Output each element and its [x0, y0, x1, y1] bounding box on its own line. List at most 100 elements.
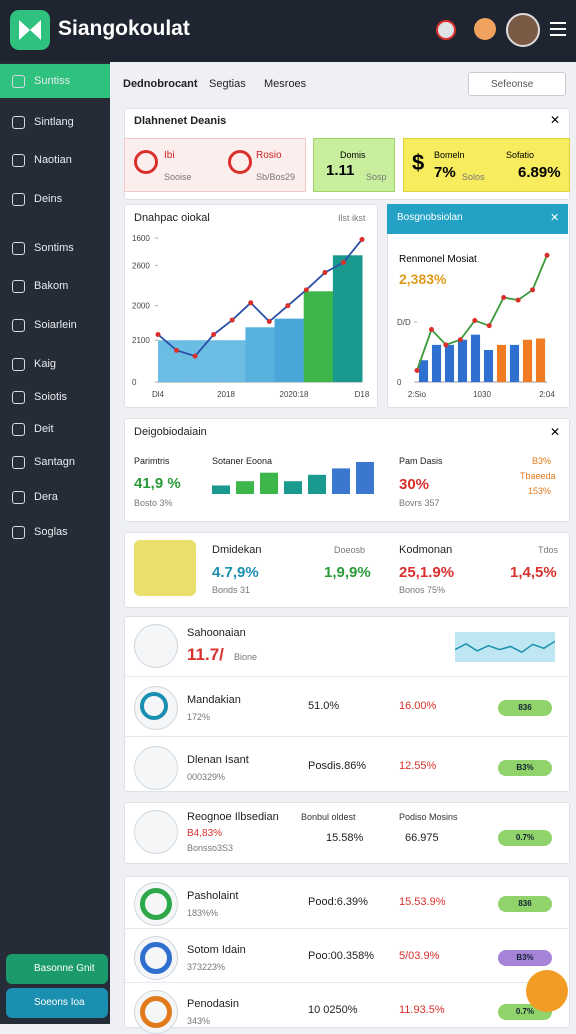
- panel-title: Deigobiodaiain: [134, 426, 207, 438]
- bar: [356, 462, 374, 494]
- sidebar-item[interactable]: Deit: [0, 412, 110, 446]
- sidebar-item[interactable]: Deins: [0, 182, 110, 216]
- y-tick-label: 0: [132, 378, 137, 387]
- x-tick-label: 2020:18: [280, 390, 309, 399]
- sidebar-item[interactable]: Soiarlein: [0, 308, 110, 342]
- sidebar-item[interactable]: Sontims: [0, 231, 110, 265]
- sidebar: [0, 62, 110, 1024]
- tab[interactable]: Segtias: [209, 78, 246, 90]
- user-icon[interactable]: [474, 18, 496, 40]
- tab[interactable]: Mesroes: [264, 78, 307, 90]
- point: [155, 331, 161, 337]
- row-label: Sotom Idain: [187, 944, 246, 956]
- notification-icon[interactable]: [436, 20, 456, 40]
- divider: [124, 736, 568, 737]
- x-tick-label: 2:04: [539, 390, 555, 399]
- point: [192, 353, 198, 359]
- sidebar-item[interactable]: Kaig: [0, 347, 110, 381]
- card-sub: Sosp: [366, 172, 387, 182]
- x-tick-label: D18: [355, 390, 370, 399]
- avatar[interactable]: [506, 13, 540, 47]
- badge[interactable]: 836: [498, 896, 552, 912]
- bar: [245, 327, 276, 382]
- row-sub: Bione: [234, 652, 258, 662]
- sidebar-item[interactable]: Santagn: [0, 445, 110, 479]
- icon-ring: [140, 692, 168, 720]
- card: [124, 138, 306, 192]
- row-b: 5/03.9%: [399, 950, 440, 962]
- row-icon: [134, 990, 178, 1034]
- sidebar-item[interactable]: Suntiss: [0, 64, 110, 98]
- row-b: 12.55%: [399, 760, 437, 772]
- sidebar-item[interactable]: Soiotis: [0, 380, 110, 414]
- fab[interactable]: [526, 970, 568, 1012]
- sidebar-item[interactable]: Bakom: [0, 269, 110, 303]
- list-panel: [124, 876, 570, 1028]
- point: [486, 323, 492, 329]
- bar: [260, 472, 278, 494]
- row-label: Sahoonaian: [187, 627, 246, 639]
- row-a: 15.58%: [326, 832, 364, 844]
- point: [303, 287, 309, 293]
- card-value: 6.89%: [518, 164, 561, 181]
- point: [501, 295, 507, 301]
- row-a: 10 0250%: [308, 1004, 358, 1016]
- bar: [457, 339, 468, 382]
- y-tick-label: 1600: [132, 234, 150, 243]
- bar: [187, 340, 217, 382]
- digest-sub: Bosto 3%: [134, 498, 173, 508]
- bar: [284, 481, 302, 494]
- sidebar-button[interactable]: Soeons Ioa: [6, 988, 108, 1018]
- card-icon: [228, 150, 252, 174]
- kpi-label: Dmidekan: [212, 544, 262, 556]
- bar: [522, 339, 533, 382]
- card-value: 1.11: [326, 162, 355, 179]
- bar: [236, 481, 254, 494]
- donut: [140, 942, 172, 974]
- kpi-value: 1,9,9%: [324, 564, 371, 581]
- row-icon: [134, 746, 178, 790]
- card-label: Bomeln: [434, 150, 465, 160]
- logo[interactable]: [10, 10, 50, 50]
- row-icon: [134, 936, 178, 980]
- badge[interactable]: B3%: [498, 760, 552, 776]
- sidebar-item[interactable]: Sintlang: [0, 105, 110, 139]
- y-tick-label: 2100: [132, 336, 150, 345]
- badge[interactable]: B3%: [498, 950, 552, 966]
- sidebar-item[interactable]: Naotian: [0, 143, 110, 177]
- row-sub: Bonsso3S3: [187, 843, 234, 853]
- digest-value: 41,9 %: [134, 475, 181, 492]
- point: [322, 270, 328, 276]
- close-button[interactable]: ✕: [550, 212, 560, 224]
- point: [457, 337, 463, 343]
- sidebar-button[interactable]: Basonne Gnit: [6, 954, 108, 984]
- row-b: 66.975: [405, 832, 439, 844]
- logo-icon: [19, 20, 41, 40]
- bar: [418, 360, 429, 382]
- tab[interactable]: Dednobrocant: [123, 78, 198, 90]
- card-icon: $: [412, 150, 425, 175]
- chart-title: Renmonel Mosiat: [399, 254, 477, 265]
- spark-line: [455, 640, 555, 654]
- row-label: Mandakian: [187, 694, 241, 706]
- divider: [124, 676, 568, 677]
- bar: [303, 291, 334, 382]
- y-tick-label: 0: [397, 378, 402, 387]
- bar: [212, 485, 230, 494]
- close-button[interactable]: ✕: [550, 425, 561, 439]
- sidebar-item[interactable]: Dera: [0, 480, 110, 514]
- sidebar-item[interactable]: Soglas: [0, 515, 110, 549]
- close-button[interactable]: ✕: [550, 113, 561, 127]
- search-box[interactable]: Sefeonse: [468, 72, 566, 96]
- menu-icon[interactable]: [549, 21, 567, 37]
- chart-legend: Ilst ikst: [338, 213, 366, 223]
- card-value: 7%: [434, 164, 456, 181]
- card-icon: [134, 150, 158, 174]
- point: [174, 347, 180, 353]
- point: [515, 297, 521, 303]
- badge[interactable]: 836: [498, 700, 552, 716]
- point: [544, 252, 550, 258]
- badge[interactable]: 0.7%: [498, 830, 552, 846]
- card-sub: Sooise: [164, 172, 192, 182]
- row-a: Poo:00.358%: [308, 950, 375, 962]
